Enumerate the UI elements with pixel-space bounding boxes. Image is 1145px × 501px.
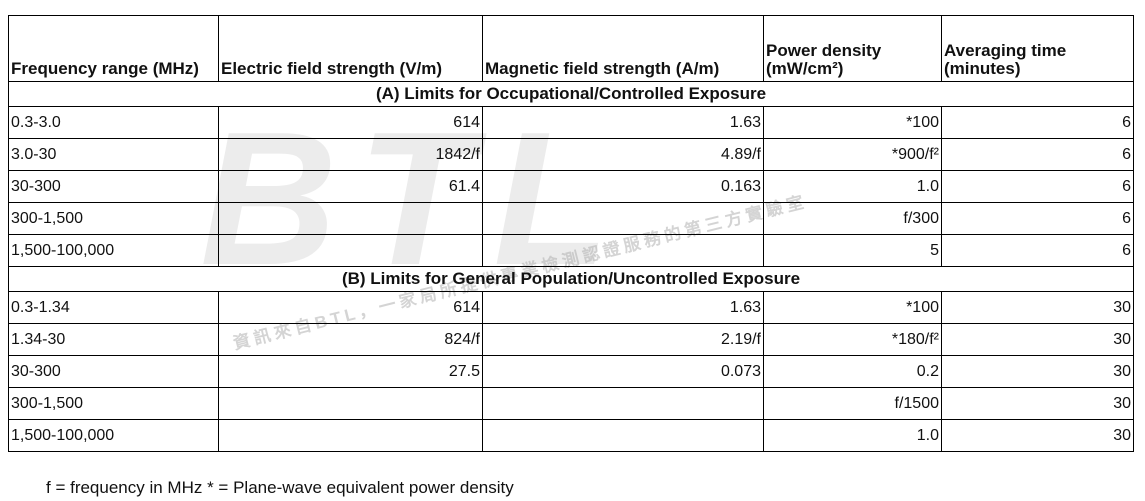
cell: 1.0 xyxy=(763,170,942,203)
cell: 61.4 xyxy=(218,170,483,203)
cell: 1842/f xyxy=(218,138,483,171)
cell: 30-300 xyxy=(8,170,219,203)
footnote: f = frequency in MHz * = Plane-wave equi… xyxy=(46,478,514,497)
limits-table: Frequency range (MHz) Electric field stre… xyxy=(8,15,1134,452)
cell: 0.2 xyxy=(763,355,942,388)
cell: 300-1,500 xyxy=(8,387,219,420)
section-title: (B) Limits for General Population/Uncont… xyxy=(8,266,1134,292)
data-row: 30-300 27.5 0.073 0.2 30 xyxy=(8,355,1134,388)
cell: 6 xyxy=(941,202,1134,235)
cell: 4.89/f xyxy=(482,138,764,171)
header-cell: Averaging time (minutes) xyxy=(941,15,1134,82)
cell: f/1500 xyxy=(763,387,942,420)
data-row: 30-300 61.4 0.163 1.0 6 xyxy=(8,170,1134,203)
cell: *900/f² xyxy=(763,138,942,171)
cell: 6 xyxy=(941,106,1134,139)
cell: 2.19/f xyxy=(482,323,764,356)
cell: 0.3-1.34 xyxy=(8,291,219,324)
empty-cell xyxy=(218,234,483,267)
table-wrap: Frequency range (MHz) Electric field stre… xyxy=(8,15,1134,452)
cell: *100 xyxy=(763,291,942,324)
cell: 824/f xyxy=(218,323,483,356)
cell: 0.163 xyxy=(482,170,764,203)
empty-cell xyxy=(482,419,764,452)
header-cell: Electric field strength (V/m) xyxy=(218,15,483,82)
data-row: 300-1,500 f/1500 30 xyxy=(8,387,1134,420)
cell: *180/f² xyxy=(763,323,942,356)
cell: 30 xyxy=(941,323,1134,356)
cell: 0.3-3.0 xyxy=(8,106,219,139)
data-row: 3.0-30 1842/f 4.89/f *900/f² 6 xyxy=(8,138,1134,171)
cell: 6 xyxy=(941,234,1134,267)
cell: 30 xyxy=(941,419,1134,452)
cell: 6 xyxy=(941,138,1134,171)
empty-cell xyxy=(482,202,764,235)
empty-cell xyxy=(218,202,483,235)
section-title: (A) Limits for Occupational/Controlled E… xyxy=(8,81,1134,107)
header-cell: Magnetic field strength (A/m) xyxy=(482,15,764,82)
cell: 1.63 xyxy=(482,291,764,324)
cell: 30-300 xyxy=(8,355,219,388)
cell: 3.0-30 xyxy=(8,138,219,171)
cell: 30 xyxy=(941,387,1134,420)
data-row: 1.34-30 824/f 2.19/f *180/f² 30 xyxy=(8,323,1134,356)
empty-cell xyxy=(218,387,483,420)
cell: 1.63 xyxy=(482,106,764,139)
cell: 1.0 xyxy=(763,419,942,452)
cell: 1,500-100,000 xyxy=(8,419,219,452)
cell: 5 xyxy=(763,234,942,267)
data-row: 1,500-100,000 5 6 xyxy=(8,234,1134,267)
empty-cell xyxy=(218,419,483,452)
cell: f/300 xyxy=(763,202,942,235)
section-row: (B) Limits for General Population/Uncont… xyxy=(8,266,1134,292)
cell: 0.073 xyxy=(482,355,764,388)
cell: 614 xyxy=(218,106,483,139)
header-cell: Power density (mW/cm²) xyxy=(763,15,942,82)
header-cell: Frequency range (MHz) xyxy=(8,15,219,82)
cell: 27.5 xyxy=(218,355,483,388)
cell: 6 xyxy=(941,170,1134,203)
data-row: 0.3-3.0 614 1.63 *100 6 xyxy=(8,106,1134,139)
cell: 614 xyxy=(218,291,483,324)
data-row: 0.3-1.34 614 1.63 *100 30 xyxy=(8,291,1134,324)
empty-cell xyxy=(482,387,764,420)
header-row: Frequency range (MHz) Electric field stre… xyxy=(8,15,1134,82)
section-row: (A) Limits for Occupational/Controlled E… xyxy=(8,81,1134,107)
cell: *100 xyxy=(763,106,942,139)
data-row: 1,500-100,000 1.0 30 xyxy=(8,419,1134,452)
data-row: 300-1,500 f/300 6 xyxy=(8,202,1134,235)
empty-cell xyxy=(482,234,764,267)
cell: 1,500-100,000 xyxy=(8,234,219,267)
cell: 300-1,500 xyxy=(8,202,219,235)
cell: 1.34-30 xyxy=(8,323,219,356)
cell: 30 xyxy=(941,291,1134,324)
cell: 30 xyxy=(941,355,1134,388)
